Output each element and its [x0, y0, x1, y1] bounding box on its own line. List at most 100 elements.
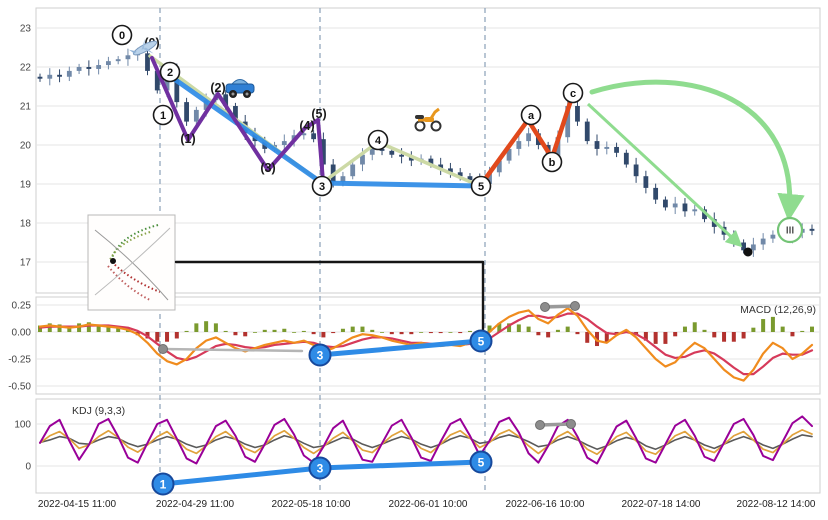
candle-body	[633, 164, 639, 177]
candle-body	[96, 65, 102, 69]
wave-marker-4[interactable]	[367, 129, 389, 151]
x-tick-label: 2022-07-18 14:00	[621, 499, 701, 510]
hist-bar	[233, 332, 238, 336]
candle-body	[565, 106, 571, 138]
terminal-dot[interactable]	[743, 247, 753, 257]
gray-macd-marker-dot[interactable]	[540, 302, 550, 312]
wave-marker-1[interactable]	[152, 104, 174, 126]
candle-body	[115, 59, 121, 62]
candle-body	[203, 100, 209, 110]
wave-marker-label: 4	[375, 135, 382, 147]
hist-bar	[311, 332, 316, 335]
candle-body	[760, 238, 766, 245]
wave-marker-b[interactable]	[541, 151, 563, 173]
hist-bar	[272, 329, 277, 332]
kdj-wave-marker-1[interactable]	[151, 472, 175, 496]
gray-macd-dot[interactable]	[158, 344, 168, 354]
hist-bar	[223, 330, 228, 332]
wave-marker-label: 5	[478, 181, 484, 193]
wave-marker-c[interactable]	[562, 82, 584, 104]
candle-body	[340, 176, 346, 183]
macd-wave-marker-5[interactable]	[469, 329, 493, 353]
hist-bar	[712, 332, 717, 338]
hist-bar	[731, 332, 736, 342]
hist-bar	[487, 325, 492, 332]
hist-bar	[106, 325, 111, 332]
y-tick-label: 21	[20, 102, 32, 113]
hist-bar	[194, 323, 199, 332]
candle-body	[145, 53, 150, 71]
macd-wave-marker-3[interactable]	[308, 343, 332, 367]
hist-bar	[321, 332, 326, 338]
hist-bar	[370, 329, 375, 332]
target-marker-III[interactable]	[776, 216, 804, 244]
wave-marker-5[interactable]	[470, 175, 492, 197]
projection-arrow-straight[interactable]	[586, 102, 743, 248]
hist-bar	[155, 332, 160, 342]
inset-pattern-red2	[107, 265, 151, 301]
y-tick-label: 0	[25, 462, 31, 473]
candle-body	[653, 187, 659, 200]
inset-curve-gray	[94, 229, 169, 301]
inset-thumbnail[interactable]	[87, 214, 176, 311]
gray-kdj-marker-dot[interactable]	[535, 420, 545, 430]
wave-marker-2[interactable]	[159, 61, 181, 83]
hist-bar	[409, 332, 414, 335]
wave-marker-a[interactable]	[520, 104, 542, 126]
scooter-seat	[415, 115, 424, 119]
gray-kdj-marker-dot[interactable]	[566, 419, 576, 429]
wave-text: (1)	[180, 132, 195, 146]
projection-arrow-curved[interactable]	[589, 79, 805, 222]
trendline-blue-macd[interactable]	[317, 338, 483, 358]
macd-wave-marker-label: 3	[317, 348, 324, 362]
y-tick-label: 23	[20, 24, 32, 35]
candle-body	[516, 141, 522, 149]
kdj-wave-marker-3[interactable]	[308, 456, 332, 480]
hist-bar	[213, 323, 218, 332]
gray-kdj-marker-line[interactable]	[539, 422, 572, 427]
hist-bar	[555, 329, 560, 332]
wing2	[141, 39, 145, 50]
candle-body	[76, 67, 82, 71]
hist-bar	[96, 324, 101, 332]
kdj-wave-marker-5[interactable]	[469, 450, 493, 474]
gray-macd-marker-line[interactable]	[544, 304, 576, 309]
hist-bar	[614, 332, 619, 334]
hist-bar	[116, 326, 121, 332]
candle-body	[37, 76, 43, 79]
hist-bar	[497, 323, 502, 332]
candle-body	[184, 102, 189, 122]
y-tick-label: 18	[20, 219, 32, 230]
candle-body	[526, 133, 532, 142]
x-tick-label: 2022-06-01 10:00	[388, 499, 468, 510]
gray-macd-marker-dot[interactable]	[570, 301, 580, 311]
wave-text: (4)	[299, 119, 314, 133]
hist-bar	[57, 324, 62, 332]
candle-body	[604, 146, 610, 149]
candle-body	[487, 172, 492, 184]
candle-body	[320, 139, 326, 165]
wave-marker-label: 3	[319, 181, 325, 193]
hist-bar	[761, 319, 766, 332]
wave-text: (2)	[210, 81, 225, 95]
inset-connector-line[interactable]	[174, 260, 485, 338]
hist-bar	[770, 316, 775, 332]
target-marker-label: III	[786, 226, 795, 237]
wave-marker-label: 1	[160, 110, 166, 122]
wave-zigzag-purple[interactable]	[150, 56, 325, 183]
candle-body	[360, 154, 365, 165]
y-tick-label: 0.00	[12, 328, 32, 339]
candle-body	[408, 156, 414, 161]
wave-marker-3[interactable]	[311, 175, 333, 197]
y-tick-label: 19	[20, 180, 32, 191]
candle-body	[448, 168, 453, 173]
gray-macd-tail[interactable]	[161, 347, 304, 353]
wave-abc-red[interactable]	[477, 94, 575, 189]
candle-body	[379, 148, 385, 151]
scooter-deck	[424, 117, 434, 122]
wave-marker-0[interactable]	[111, 24, 133, 46]
hist-bar	[673, 332, 678, 337]
candle-body	[106, 61, 111, 66]
candle-body	[223, 94, 229, 106]
wave-marker-label: b	[549, 157, 556, 169]
